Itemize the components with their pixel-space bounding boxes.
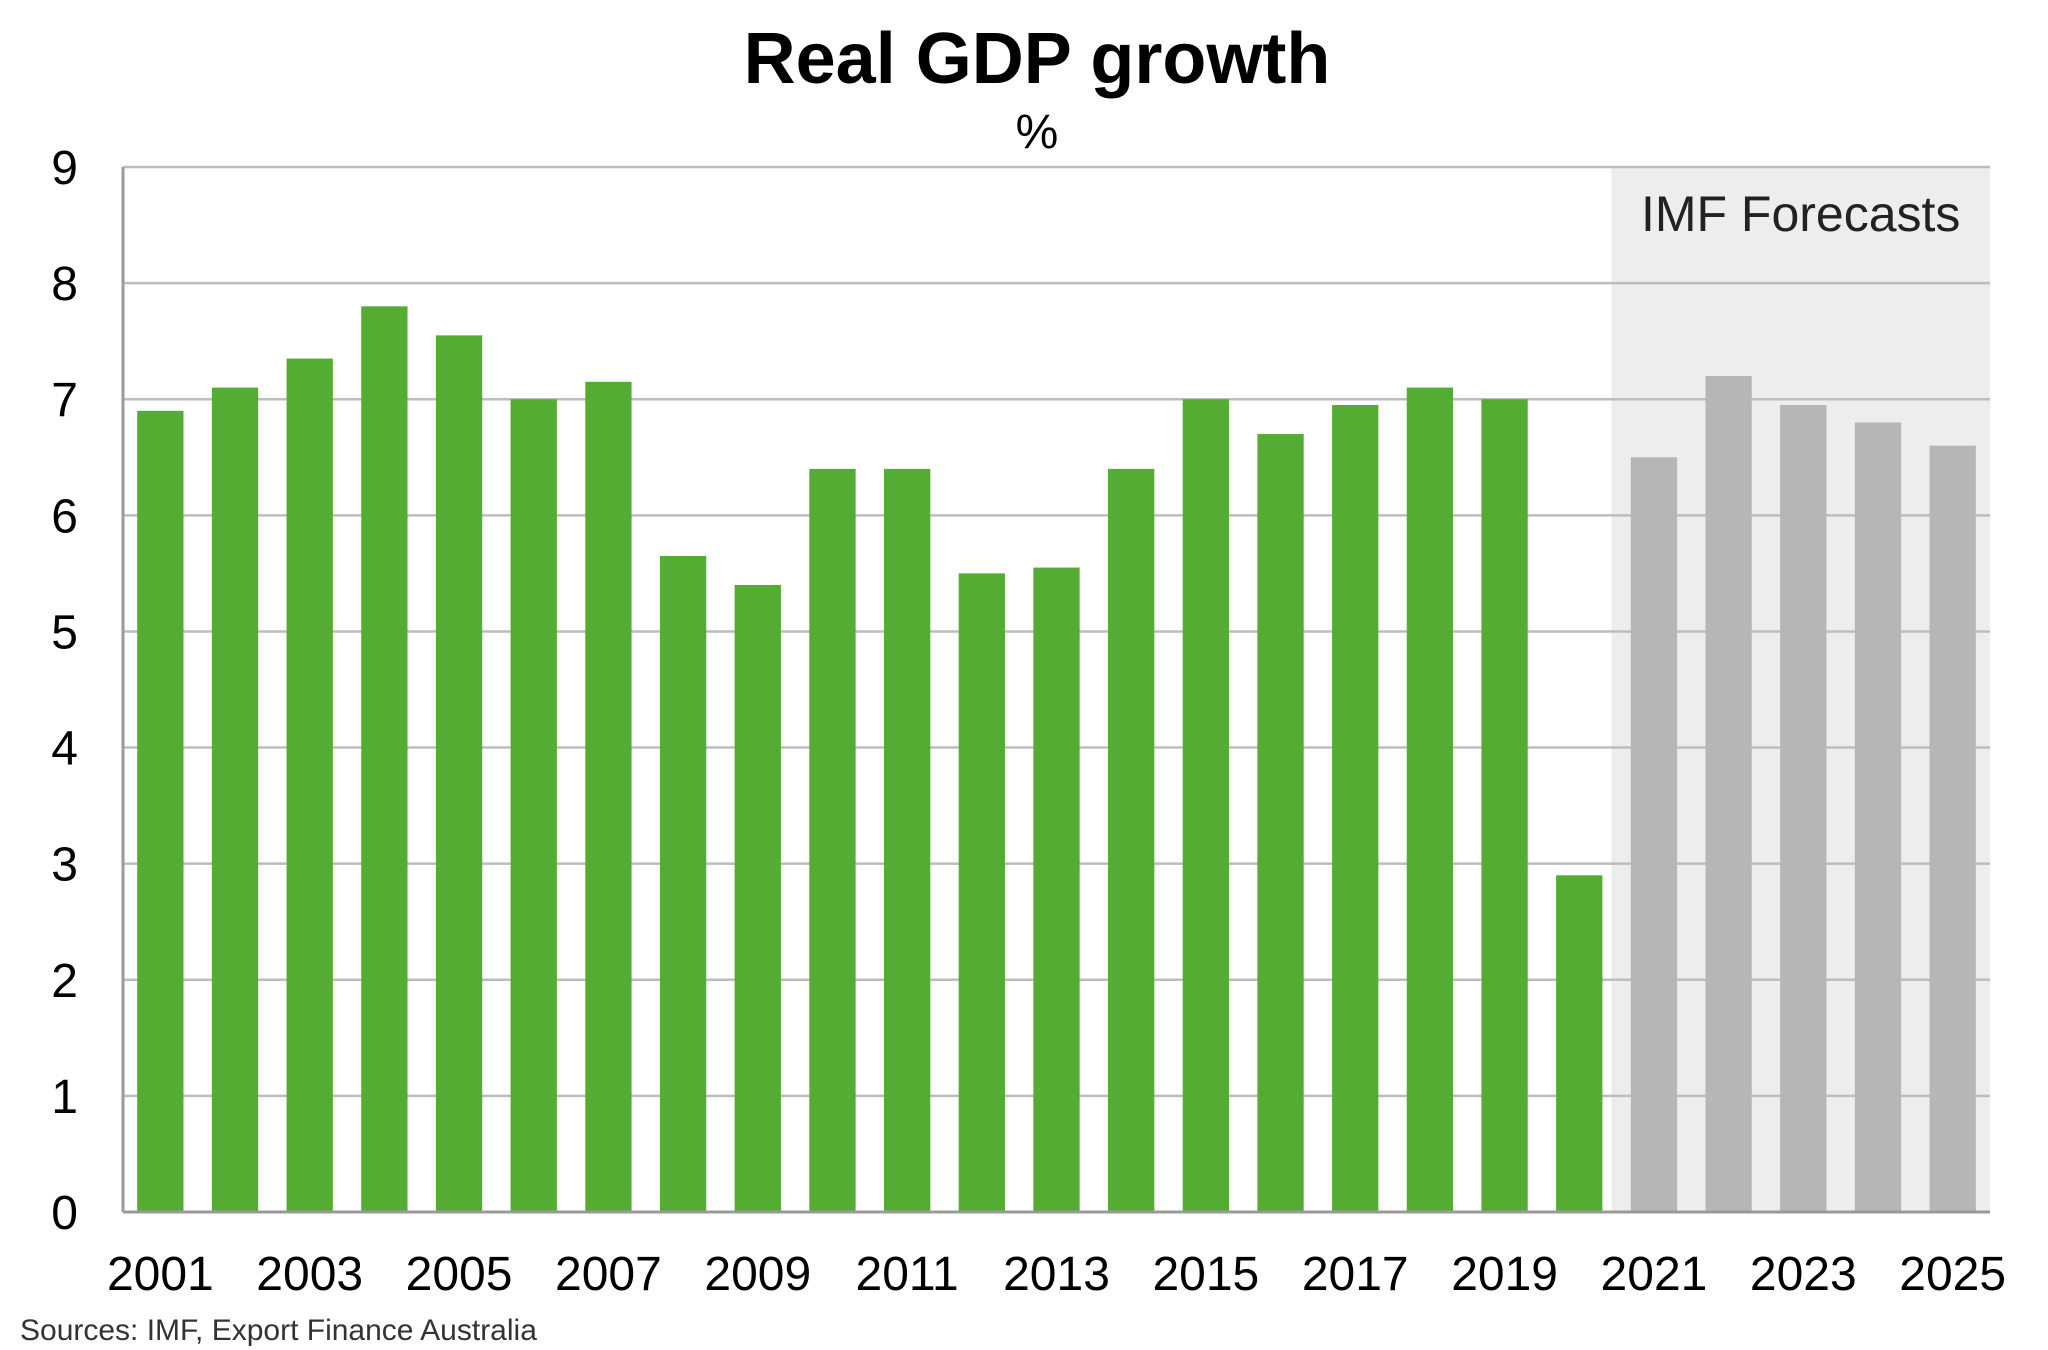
- chart-title: Real GDP growth: [744, 19, 1331, 99]
- chart-subtitle: %: [1016, 106, 1059, 159]
- y-tick-label: 2: [51, 955, 78, 1008]
- x-tick-label: 2025: [1899, 1248, 2006, 1301]
- x-tick-label: 2011: [856, 1248, 959, 1301]
- bar-2003: [286, 358, 333, 1212]
- axes: 0 1 2 3 4 5 6 7 8 9 2001 2003 2005 2007 2009 2011 2013 20…: [51, 142, 2006, 1301]
- y-tick-label: 5: [51, 606, 78, 659]
- bar-2017: [1332, 405, 1379, 1212]
- y-tick-label: 1: [51, 1071, 78, 1124]
- bar-2024: [1854, 422, 1902, 1212]
- forecast-label: IMF Forecasts: [1641, 186, 1960, 242]
- y-tick-label: 9: [51, 142, 78, 195]
- y-tick-label: 6: [51, 490, 78, 543]
- y-tick-label: 3: [51, 839, 78, 892]
- bar-2022: [1705, 376, 1752, 1212]
- bar-2018: [1406, 387, 1454, 1213]
- bars: [137, 306, 1976, 1213]
- bar-2009: [734, 585, 781, 1212]
- bar-2001: [137, 410, 184, 1212]
- bar-2025: [1929, 445, 1976, 1213]
- bar-2006: [510, 399, 557, 1212]
- bar-2023: [1780, 405, 1827, 1212]
- x-tick-label: 2009: [704, 1248, 811, 1301]
- x-tick-label: 2015: [1152, 1248, 1259, 1301]
- x-tick-label: 2003: [256, 1248, 363, 1301]
- bar-2014: [1108, 468, 1155, 1212]
- bar-2019: [1481, 399, 1528, 1212]
- x-tick-label: 2005: [406, 1248, 513, 1301]
- x-tick-label: 2013: [1003, 1248, 1110, 1301]
- x-tick-label: 2007: [555, 1248, 662, 1301]
- x-tick-label: 2019: [1451, 1248, 1558, 1301]
- bar-2008: [659, 555, 707, 1212]
- bar-2005: [435, 335, 483, 1213]
- bar-2016: [1257, 434, 1304, 1212]
- bar-2002: [211, 387, 259, 1213]
- x-tick-label: 2017: [1302, 1248, 1409, 1301]
- bar-2007: [585, 381, 632, 1212]
- bar-2011: [883, 468, 931, 1212]
- bar-2020: [1556, 875, 1603, 1212]
- bar-2010: [809, 468, 856, 1212]
- y-tick-label: 0: [51, 1187, 78, 1240]
- bar-2004: [361, 306, 408, 1212]
- x-tick-label: 2021: [1601, 1248, 1708, 1301]
- y-tick-label: 4: [51, 723, 78, 776]
- bar-2013: [1033, 567, 1080, 1212]
- bar-2012: [958, 573, 1005, 1212]
- source-note: Sources: IMF, Export Finance Australia: [20, 1314, 537, 1347]
- y-tick-label: 7: [51, 374, 78, 427]
- x-tick-label: 2023: [1750, 1248, 1857, 1301]
- y-tick-label: 8: [51, 258, 78, 311]
- bar-2021: [1630, 457, 1678, 1212]
- x-tick-label: 2001: [107, 1248, 214, 1301]
- bar-2015: [1182, 399, 1230, 1212]
